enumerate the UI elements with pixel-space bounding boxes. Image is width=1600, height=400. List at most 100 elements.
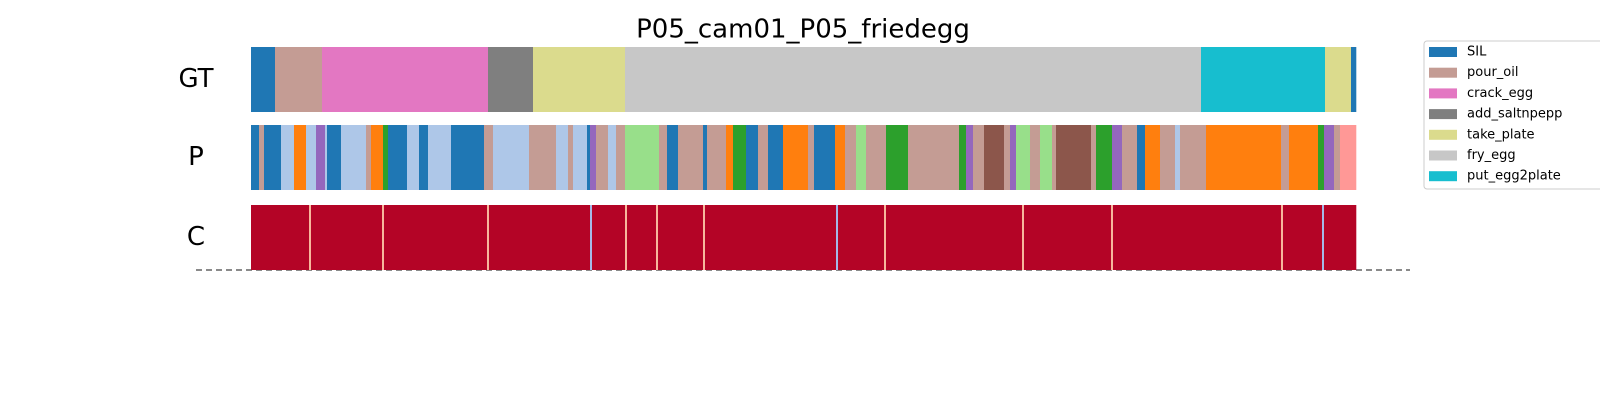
legend-swatch	[1429, 171, 1457, 182]
segment	[1325, 47, 1352, 112]
segment	[835, 125, 846, 190]
segment	[382, 205, 385, 270]
segment	[886, 125, 909, 190]
segment	[1112, 125, 1123, 190]
segment	[1351, 47, 1357, 112]
segment	[1160, 125, 1176, 190]
segment	[1052, 125, 1057, 190]
segment	[1030, 125, 1041, 190]
segment	[488, 47, 534, 112]
segment	[959, 125, 967, 190]
segment	[489, 205, 591, 270]
segment	[1145, 125, 1161, 190]
segment	[733, 125, 747, 190]
segment	[428, 125, 452, 190]
segment	[1040, 125, 1053, 190]
segment	[836, 205, 839, 270]
segment	[1340, 125, 1357, 190]
legend-swatch	[1429, 150, 1457, 161]
segment	[316, 125, 326, 190]
segment	[1324, 125, 1335, 190]
segment	[587, 125, 591, 190]
segment	[703, 125, 708, 190]
segment	[625, 205, 628, 270]
segment	[1318, 125, 1325, 190]
segment	[484, 125, 494, 190]
segment	[568, 125, 574, 190]
segment	[1122, 125, 1138, 190]
segment	[596, 125, 609, 190]
segment	[884, 205, 887, 270]
segment	[1180, 125, 1207, 190]
row-label: P	[188, 142, 204, 172]
row-label: GT	[178, 64, 213, 94]
segment	[1206, 125, 1282, 190]
segment	[311, 205, 383, 270]
segment	[592, 205, 626, 270]
legend-swatch	[1429, 109, 1457, 120]
segment	[1322, 205, 1325, 270]
segment	[984, 125, 1005, 190]
legend-label: put_egg2plate	[1467, 169, 1561, 184]
segment	[656, 205, 659, 270]
segment	[866, 125, 887, 190]
segment	[1056, 125, 1092, 190]
segment	[275, 47, 323, 112]
segment	[529, 125, 557, 190]
segment	[845, 125, 857, 190]
segment	[487, 205, 490, 270]
segment	[325, 125, 328, 190]
segment	[746, 125, 759, 190]
segment	[590, 125, 597, 190]
segment	[659, 125, 668, 190]
segment	[1324, 205, 1357, 270]
segment	[388, 125, 393, 190]
segment	[908, 125, 960, 190]
segment	[678, 125, 704, 190]
segment	[758, 125, 769, 190]
segment	[259, 125, 265, 190]
segment	[1334, 125, 1341, 190]
segment	[1201, 47, 1326, 112]
legend-swatch	[1429, 47, 1457, 57]
segment	[1113, 205, 1282, 270]
segment	[658, 205, 704, 270]
segment	[341, 125, 347, 190]
segment	[1137, 125, 1146, 190]
segment	[1022, 205, 1025, 270]
segment	[667, 125, 679, 190]
legend-box	[1423, 40, 1600, 190]
segment	[251, 47, 276, 112]
segment	[493, 125, 530, 190]
legend-label: fry_egg	[1467, 148, 1516, 163]
segment	[705, 205, 837, 270]
segment	[371, 125, 384, 190]
segment	[726, 125, 734, 190]
legend-swatch	[1429, 88, 1457, 99]
segment	[1096, 125, 1113, 190]
segment	[1024, 205, 1112, 270]
segment	[407, 125, 420, 190]
segment	[281, 125, 295, 190]
segment	[1289, 125, 1319, 190]
segment	[973, 125, 985, 190]
legend-swatch	[1429, 67, 1457, 78]
segment	[251, 205, 310, 270]
segment	[1175, 125, 1181, 190]
segment	[641, 125, 660, 190]
segment	[703, 205, 706, 270]
segment	[294, 125, 307, 190]
row-label: C	[187, 222, 205, 252]
segment	[966, 125, 974, 190]
segment	[627, 205, 657, 270]
segment	[384, 205, 488, 270]
segment	[1281, 205, 1284, 270]
segment	[573, 125, 588, 190]
segment	[590, 205, 593, 270]
legend-swatch	[1429, 129, 1457, 140]
segment	[346, 125, 367, 190]
segment	[886, 205, 1023, 270]
segment	[451, 125, 485, 190]
segment	[327, 125, 342, 190]
